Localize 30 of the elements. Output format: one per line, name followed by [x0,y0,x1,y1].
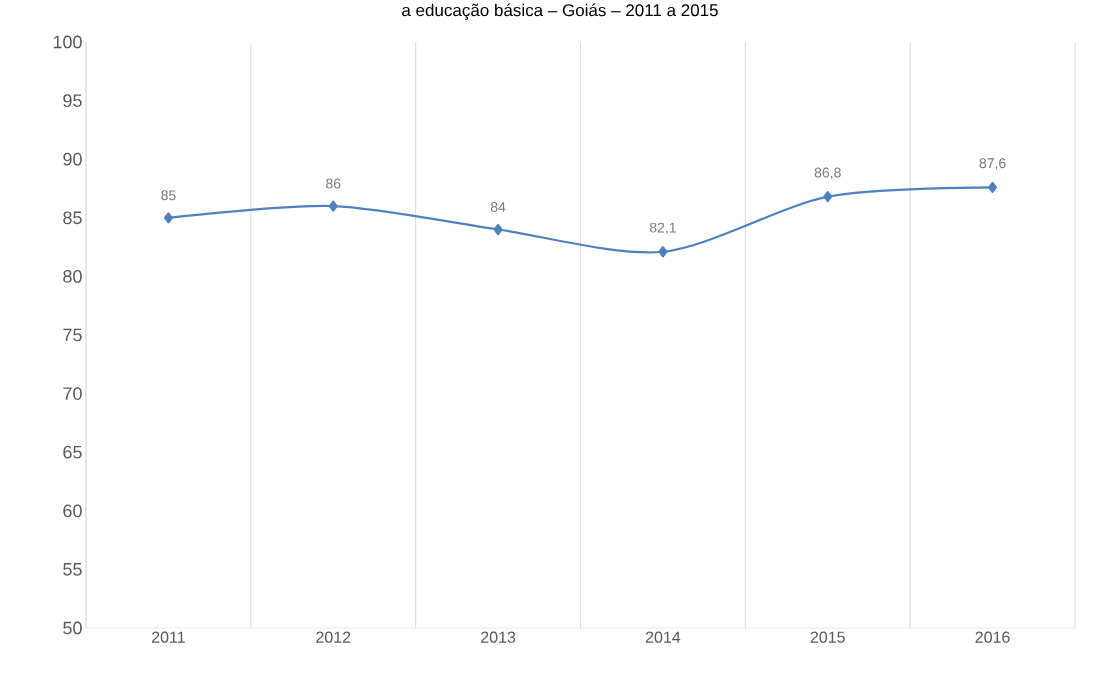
x-tick-label: 2015 [810,631,845,643]
data-label: 87,6 [979,158,1006,170]
x-tick-label: 2013 [481,631,516,643]
point [658,246,668,258]
x-tick-label: 2012 [316,631,351,643]
y-tick-label: 60 [63,504,82,518]
y-tick-label: 95 [63,94,82,107]
point [328,200,338,212]
data-label: 86 [326,178,341,189]
y-tick-label: 65 [63,445,82,459]
y-tick-label: 100 [53,35,82,49]
data-label: 84 [490,202,506,212]
x-tick-label: 2014 [645,631,681,643]
x-tick-label: 2016 [975,631,1010,643]
point [163,212,173,224]
point [988,181,998,193]
data-label: 86,8 [814,167,841,180]
y-tick-label: 90 [63,152,82,166]
y-tick-label: 75 [63,328,82,342]
point [493,223,503,236]
data-label: 85 [161,190,176,201]
y-tick-label: 50 [63,621,82,635]
y-tick-label: 55 [63,563,82,576]
chart-title: a educação básica – Goiás – 2011 a 2015 [402,3,718,20]
x-tick-label: 2011 [152,631,185,643]
point [823,191,833,203]
data-label: 82,1 [649,222,676,235]
y-tick-label: 85 [63,211,82,225]
y-tick-label: 80 [63,270,82,283]
y-tick-label: 70 [63,387,82,400]
